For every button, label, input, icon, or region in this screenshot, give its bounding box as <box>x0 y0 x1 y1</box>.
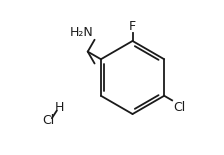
Text: F: F <box>129 20 136 33</box>
Text: Cl: Cl <box>43 114 55 127</box>
Text: H₂N: H₂N <box>70 26 94 39</box>
Text: H: H <box>55 101 64 114</box>
Text: Cl: Cl <box>173 101 185 114</box>
